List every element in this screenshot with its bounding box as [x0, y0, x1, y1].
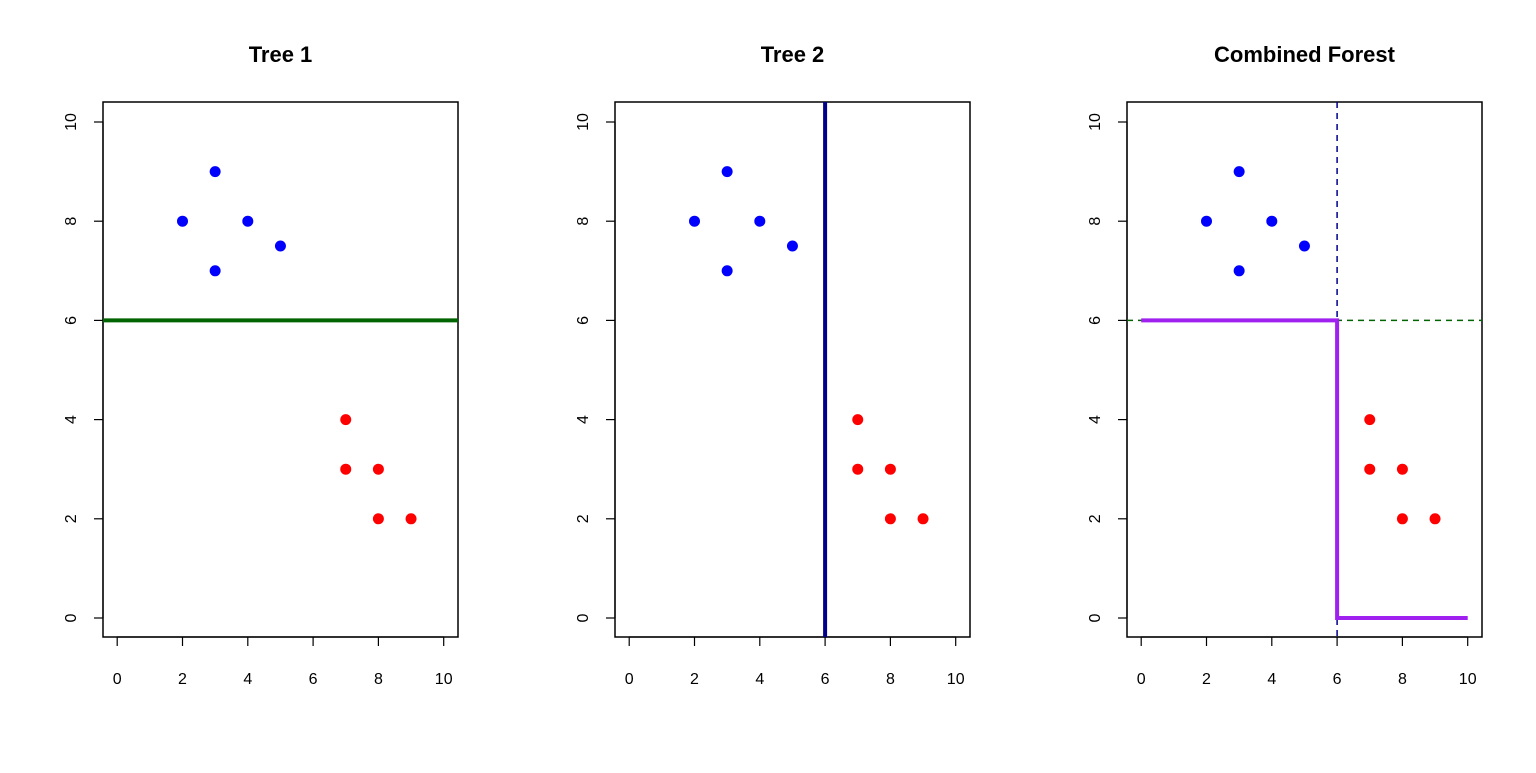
y-tick-label: 8	[575, 217, 592, 226]
red-point	[884, 463, 896, 475]
panel-title: Combined Forest	[1214, 42, 1396, 67]
blue-point	[209, 265, 221, 277]
x-tick-label: 6	[821, 671, 830, 688]
x-tick-label: 8	[1398, 671, 1407, 688]
plot-frame	[102, 101, 459, 638]
red-point	[372, 513, 384, 525]
blue-point	[786, 240, 798, 252]
x-tick-label: 8	[374, 671, 383, 688]
x-tick-label: 2	[178, 671, 187, 688]
x-tick-label: 0	[113, 671, 122, 688]
red-point	[1364, 463, 1376, 475]
red-point	[1429, 513, 1441, 525]
y-tick-label: 10	[63, 113, 80, 131]
red-point	[1396, 463, 1408, 475]
red-point	[340, 463, 352, 475]
blue-point	[1266, 215, 1278, 227]
y-tick-label: 2	[63, 514, 80, 523]
blue-point	[177, 215, 188, 227]
y-tick-label: 2	[1087, 514, 1104, 523]
x-tick-label: 2	[1202, 671, 1211, 688]
panel-tree-1: Tree 1 0 2 4 6 8 10 0 2 4 6 8 10	[63, 42, 459, 688]
x-tick-label: 10	[1459, 671, 1477, 688]
x-tick-label: 6	[309, 671, 318, 688]
red-point	[917, 513, 929, 525]
x-tick-label: 4	[1267, 671, 1276, 688]
blue-point	[721, 265, 733, 277]
x-tick-label: 0	[1137, 671, 1146, 688]
blue-point	[242, 215, 254, 227]
y-tick-label: 8	[63, 217, 80, 226]
y-tick-label: 0	[575, 613, 592, 622]
panel-title: Tree 1	[249, 42, 313, 67]
x-tick-label: 6	[1333, 671, 1342, 688]
red-point	[852, 414, 864, 426]
x-tick-label: 10	[435, 671, 453, 688]
y-tick-label: 6	[575, 316, 592, 325]
y-tick-label: 4	[1087, 415, 1104, 424]
blue-point	[274, 240, 286, 252]
blue-point	[209, 166, 221, 178]
blue-point	[1233, 265, 1245, 277]
y-tick-label: 0	[1087, 613, 1104, 622]
x-tick-label: 0	[625, 671, 634, 688]
blue-point	[689, 215, 700, 227]
y-tick-label: 0	[63, 613, 80, 622]
x-tick-label: 2	[690, 671, 699, 688]
panel-tree-2: Tree 2 0 2 4 6 8 10 0 2 4 6 8 10	[575, 42, 971, 688]
panel-title: Tree 2	[761, 42, 825, 67]
y-tick-label: 4	[575, 415, 592, 424]
red-point	[852, 463, 864, 475]
blue-point	[1201, 215, 1212, 227]
y-tick-label: 10	[1087, 113, 1104, 131]
y-tick-label: 2	[575, 514, 592, 523]
x-tick-label: 4	[243, 671, 252, 688]
panel-combined-forest: Combined Forest 0 2 4 6 8 10 0 2 4 6 8 10	[1087, 42, 1483, 688]
plot-frame	[614, 101, 971, 638]
red-point	[884, 513, 896, 525]
red-point	[340, 414, 352, 426]
red-point	[1364, 414, 1376, 426]
y-tick-label: 10	[575, 113, 592, 131]
y-tick-label: 4	[63, 415, 80, 424]
red-point	[1396, 513, 1408, 525]
plot-frame	[1126, 101, 1483, 638]
blue-point	[1298, 240, 1310, 252]
x-tick-label: 8	[886, 671, 895, 688]
blue-point	[754, 215, 766, 227]
blue-point	[721, 166, 733, 178]
decision-boundary	[1141, 318, 1468, 620]
red-point	[405, 513, 417, 525]
blue-point	[1233, 166, 1245, 178]
red-point	[372, 463, 384, 475]
y-tick-label: 6	[63, 316, 80, 325]
y-tick-label: 8	[1087, 217, 1104, 226]
y-tick-label: 6	[1087, 316, 1104, 325]
x-tick-label: 4	[755, 671, 764, 688]
x-tick-label: 10	[947, 671, 965, 688]
